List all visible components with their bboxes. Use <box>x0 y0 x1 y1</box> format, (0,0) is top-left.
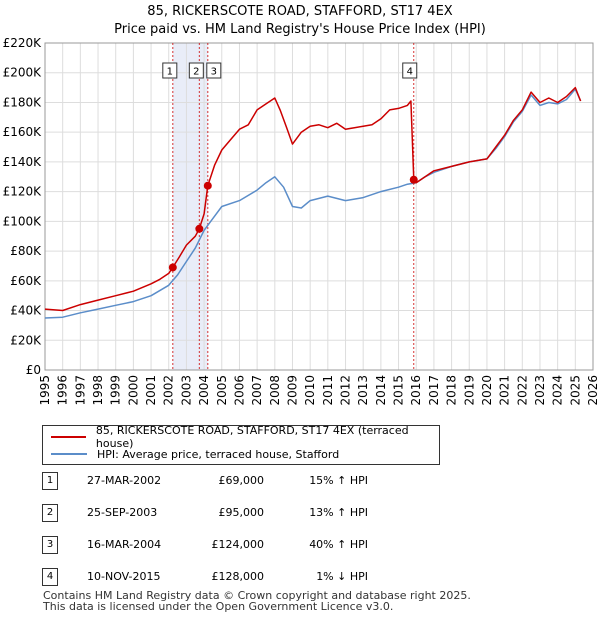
x-tick-label: 2007 <box>250 375 264 406</box>
x-tick-label: 2018 <box>445 375 459 406</box>
legend-label-property: 85, RICKERSCOTE ROAD, STAFFORD, ST17 4EX… <box>95 424 409 450</box>
legend-swatch-property <box>51 436 86 438</box>
property-price-line <box>44 86 582 312</box>
x-tick-label: 2009 <box>285 375 299 406</box>
table-row: 2 25-SEP-2003 £95,000 13% ↑ HPI <box>42 504 582 524</box>
sale-number-badge: 2 <box>42 504 58 522</box>
x-tick-label: 1997 <box>73 375 87 406</box>
sale-price: £124,000 <box>211 538 265 551</box>
table-row: 3 16-MAR-2004 £124,000 40% ↑ HPI <box>42 536 582 556</box>
y-tick-label: £100K <box>3 214 43 228</box>
plot-border <box>44 42 594 371</box>
x-tick-label: 2005 <box>215 375 229 406</box>
title-line-1: 85, RICKERSCOTE ROAD, STAFFORD, ST17 4EX <box>147 4 453 19</box>
price-chart: 1 2 3 4 £0 £20K £40K £60K £80K £100K £120K £140K £1… <box>3 36 600 406</box>
y-tick-label: £120K <box>3 185 43 199</box>
y-tick-label: £220K <box>3 36 43 50</box>
table-row: 1 27-MAR-2002 £69,000 15% ↑ HPI <box>42 472 582 492</box>
y-tick-label: £0 <box>26 363 41 377</box>
sale-point <box>168 263 177 272</box>
x-tick-label: 2022 <box>515 375 529 406</box>
sale-number-badge: 1 <box>42 472 58 490</box>
table-row: 4 10-NOV-2015 £128,000 1% ↓ HPI <box>42 568 582 588</box>
sale-price: £69,000 <box>218 474 265 487</box>
x-tick-label: 2025 <box>568 375 582 406</box>
x-tick-label: 2004 <box>197 375 211 406</box>
sale-number-badge: 3 <box>42 536 58 554</box>
x-tick-label: 2013 <box>356 375 370 406</box>
y-tick-label: £160K <box>3 125 43 139</box>
x-tick-label: 1999 <box>109 375 123 406</box>
sale-date: 16-MAR-2004 <box>87 538 162 551</box>
sale-date: 25-SEP-2003 <box>87 506 158 519</box>
sale-price: £95,000 <box>218 506 265 519</box>
legend-item-hpi: HPI: Average price, terraced house, Staf… <box>51 446 339 462</box>
x-tick-label: 2026 <box>586 375 600 406</box>
y-tick-label: £140K <box>3 155 43 169</box>
legend-label-hpi: HPI: Average price, terraced house, Staf… <box>97 447 340 461</box>
x-tick-label: 2021 <box>498 375 512 406</box>
y-tick-label: £200K <box>3 66 43 80</box>
sale-date: 10-NOV-2015 <box>87 570 161 583</box>
title-line-2: Price paid vs. HM Land Registry's House … <box>114 22 486 37</box>
sale-label-number: 2 <box>193 67 199 78</box>
hpi-line <box>44 88 582 319</box>
sale-price: £128,000 <box>211 570 265 583</box>
sale-label-number: 1 <box>167 67 173 78</box>
legend-swatch-hpi <box>51 453 87 455</box>
footer-licence: This data is licensed under the Open Gov… <box>43 600 394 613</box>
chart-title: 85, RICKERSCOTE ROAD, STAFFORD, ST17 4EX… <box>0 3 600 39</box>
sale-hpi-diff: 1% ↓ HPI <box>316 570 368 583</box>
y-tick-label: £180K <box>3 95 43 109</box>
x-tick-label: 2017 <box>427 375 441 406</box>
x-tick-label: 2006 <box>232 375 246 406</box>
x-tick-label: 1998 <box>91 375 105 406</box>
x-tick-label: 2011 <box>321 375 335 406</box>
sale-label-box <box>402 62 418 79</box>
sale-label-box <box>188 62 204 79</box>
sale-date: 27-MAR-2002 <box>87 474 162 487</box>
sale-number-badge: 4 <box>42 568 58 586</box>
x-tick-label: 1995 <box>38 375 52 406</box>
x-tick-label: 2010 <box>303 375 317 406</box>
legend: 85, RICKERSCOTE ROAD, STAFFORD, ST17 4EX… <box>42 424 440 465</box>
x-tick-label: 2024 <box>551 375 565 406</box>
sale-label-number: 3 <box>211 67 217 78</box>
y-tick-label: £60K <box>10 274 42 288</box>
legend-item-property: 85, RICKERSCOTE ROAD, STAFFORD, ST17 4EX… <box>51 424 439 450</box>
sale-hpi-diff: 13% ↑ HPI <box>309 506 368 519</box>
y-tick-label: £40K <box>10 304 42 318</box>
x-tick-label: 2019 <box>462 375 476 406</box>
sale-point <box>203 181 212 190</box>
sale-label-box <box>206 62 222 79</box>
x-tick-label: 2008 <box>268 375 282 406</box>
sale-point <box>409 175 418 184</box>
x-tick-label: 2002 <box>162 375 176 406</box>
sale-hpi-diff: 15% ↑ HPI <box>309 474 368 487</box>
x-tick-label: 2015 <box>392 375 406 406</box>
x-tick-label: 2003 <box>179 375 193 406</box>
sale-label-number: 4 <box>407 67 413 78</box>
sale-point <box>195 224 204 233</box>
x-tick-label: 1996 <box>56 375 70 406</box>
x-tick-label: 2020 <box>480 375 494 406</box>
x-tick-label: 2023 <box>533 375 547 406</box>
shaded-period <box>172 43 208 370</box>
sale-hpi-diff: 40% ↑ HPI <box>309 538 368 551</box>
footer-copyright: Contains HM Land Registry data © Crown c… <box>43 589 471 602</box>
sale-label-box <box>162 62 178 79</box>
x-tick-label: 2000 <box>126 375 140 406</box>
y-tick-label: £20K <box>10 333 42 347</box>
x-tick-label: 2016 <box>409 375 423 406</box>
x-tick-label: 2012 <box>339 375 353 406</box>
x-tick-label: 2014 <box>374 375 388 406</box>
footer: Contains HM Land Registry data © Crown c… <box>43 590 471 612</box>
y-tick-label: £80K <box>10 244 42 258</box>
x-tick-label: 2001 <box>144 375 158 406</box>
